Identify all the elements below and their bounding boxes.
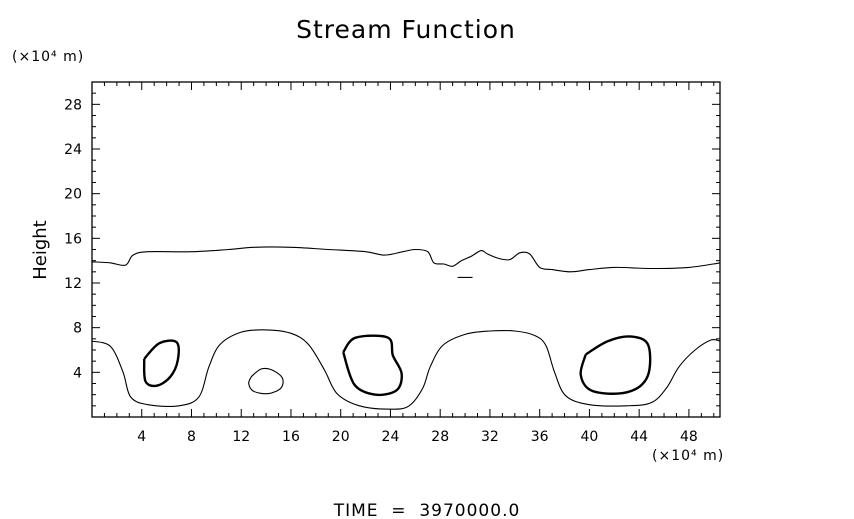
y-tick-label: 28 — [64, 97, 82, 113]
eddy-2 — [342, 334, 403, 397]
x-tick-label: 24 — [382, 429, 400, 445]
plot-frame — [91, 81, 721, 418]
y-tick-label: 16 — [64, 231, 82, 247]
y-axis-unit: (×10⁴ m) — [12, 49, 84, 65]
x-tick-label: 44 — [630, 429, 648, 445]
y-tick-label: 4 — [73, 365, 82, 381]
eddy-3 — [579, 335, 652, 395]
x-axis-unit: (×10⁴ m) — [652, 448, 724, 464]
x-tick-label: 12 — [232, 429, 250, 445]
x-tick-label: 48 — [680, 429, 698, 445]
x-tick-label: 36 — [531, 429, 549, 445]
x-tick-label: 20 — [332, 429, 350, 445]
time-label: TIME = 3970000.0 — [333, 501, 521, 519]
x-tick-label: 4 — [137, 429, 146, 445]
eddy-1 — [142, 339, 180, 388]
y-tick-label: 8 — [73, 321, 82, 337]
contour-lines — [91, 246, 721, 410]
y-tick-label: 20 — [64, 187, 82, 203]
x-tick-label: 8 — [187, 429, 196, 445]
lower-left-contour — [91, 329, 721, 410]
x-tick-label: 32 — [481, 429, 499, 445]
x-tick-label: 40 — [581, 429, 599, 445]
chart-title: Stream Function — [296, 15, 516, 44]
x-tick-label: 28 — [431, 429, 449, 445]
upper-contour — [91, 246, 721, 273]
small-contour — [248, 367, 284, 395]
y-axis-label: Height — [30, 220, 51, 280]
x-tick-label: 16 — [282, 429, 300, 445]
x-tick-labels: 4 8 12 16 20 24 28 32 36 40 44 48 — [137, 429, 698, 445]
y-tick-labels: 4 8 12 16 20 24 28 — [64, 97, 82, 381]
y-tick-label: 24 — [64, 142, 82, 158]
y-tick-label: 12 — [64, 276, 82, 292]
axis-ticks — [92, 82, 720, 417]
